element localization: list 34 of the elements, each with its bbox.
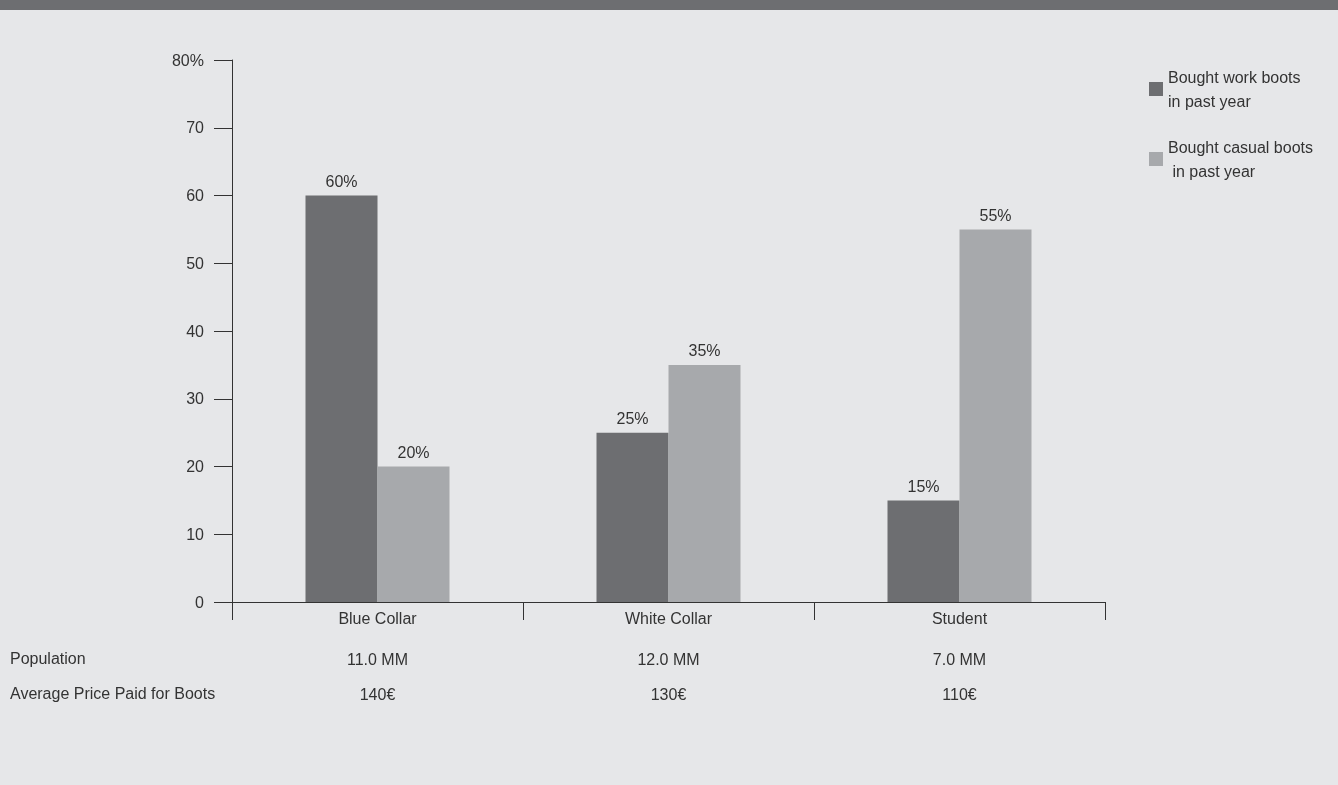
bar bbox=[887, 500, 960, 602]
y-tick-label: 70 bbox=[186, 119, 205, 137]
y-tick-label: 20 bbox=[186, 458, 205, 475]
data-label: 20% bbox=[397, 444, 430, 461]
text: Population bbox=[10, 649, 86, 667]
x-tick-label: Student bbox=[931, 609, 988, 627]
text: 12.0 MM bbox=[637, 650, 700, 668]
y-tick-label: 40 bbox=[186, 322, 205, 340]
text: 7.0 MM bbox=[932, 650, 987, 668]
y-tick-label: 50 bbox=[186, 254, 205, 272]
text: Average Price Paid for Boots bbox=[10, 684, 216, 702]
x-tick-label: White Collar bbox=[624, 609, 713, 627]
legend-label: Bought work boots in past year bbox=[1168, 68, 1305, 110]
y-tick-label: 60 bbox=[186, 187, 205, 204]
bar bbox=[596, 432, 669, 602]
bar bbox=[305, 195, 378, 602]
text: 140€ bbox=[359, 685, 396, 703]
data-label: 35% bbox=[688, 342, 721, 360]
y-tick-label: 80% bbox=[171, 51, 204, 69]
bar bbox=[377, 466, 450, 602]
text: 11.0 MM bbox=[346, 650, 409, 668]
legend-label: Bought casual boots in past year bbox=[1168, 138, 1313, 180]
text: 110€ bbox=[942, 685, 977, 703]
text: 130€ bbox=[650, 685, 687, 703]
data-label: 55% bbox=[979, 206, 1012, 224]
y-tick-label: 10 bbox=[186, 525, 205, 543]
bar bbox=[668, 364, 741, 602]
y-tick-label: 30 bbox=[186, 390, 205, 408]
bar bbox=[959, 229, 1032, 602]
data-label: 25% bbox=[616, 410, 649, 428]
data-label: 15% bbox=[907, 477, 940, 495]
y-tick-label: 0 bbox=[195, 593, 205, 611]
x-tick-label: Blue Collar bbox=[338, 609, 418, 627]
data-label: 60% bbox=[325, 173, 358, 190]
